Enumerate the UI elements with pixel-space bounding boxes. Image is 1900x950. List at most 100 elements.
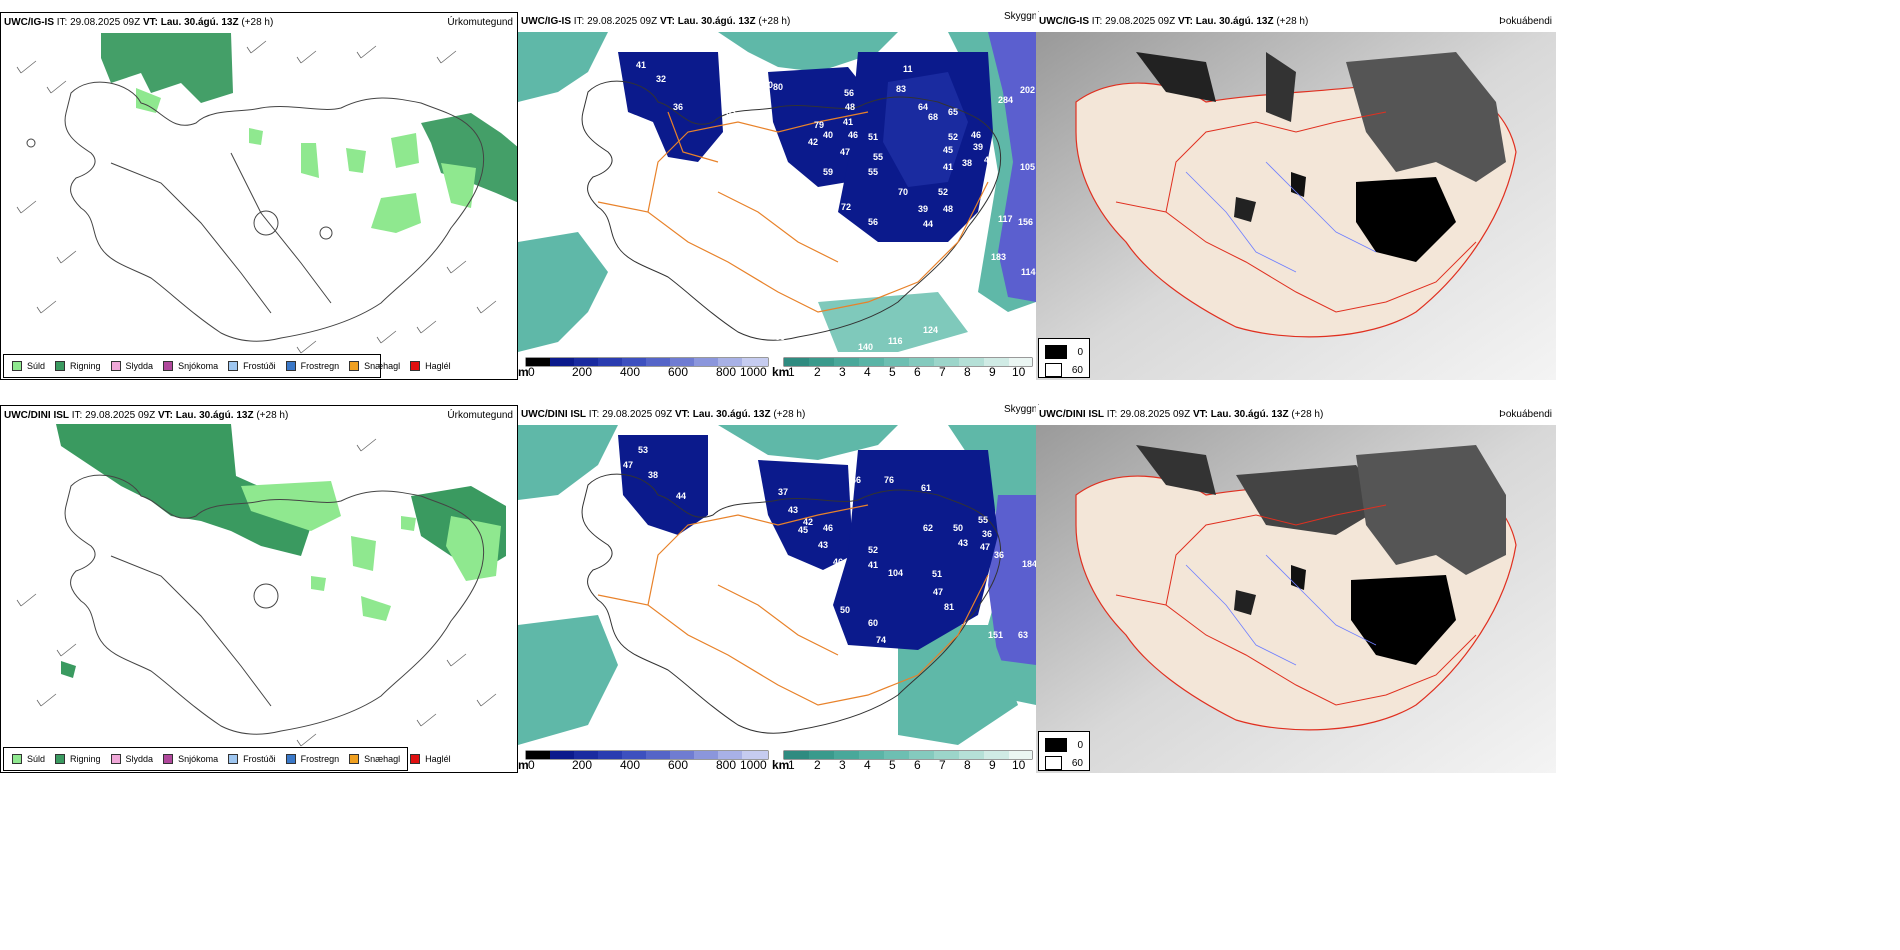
- cloud-value-label: 60: [782, 205, 793, 215]
- panel-header: UWC/DINI ISL IT: 29.08.2025 09Z VT: Lau.…: [1039, 409, 1552, 420]
- cloud-value-label: 184: [1022, 559, 1036, 569]
- cloud-value-label: 51: [868, 132, 879, 142]
- cloud-value-label: 79: [814, 120, 825, 130]
- cloud-value-label: 42: [803, 517, 814, 527]
- panel-header: UWC/IG-IS IT: 29.08.2025 09Z VT: Lau. 30…: [4, 17, 513, 28]
- cloud-title-bottom: Skyggni: [1004, 404, 1040, 415]
- cloud-value-label: 83: [896, 84, 907, 94]
- cloud-value-label: 36: [982, 529, 993, 539]
- cloud-value-label: 259: [928, 342, 944, 352]
- cloud-value-label: 39: [973, 142, 984, 152]
- cloud-value-label: 51: [932, 569, 943, 579]
- cloud-value-label: 52: [948, 132, 959, 142]
- cloud-value-label: 61: [863, 238, 874, 248]
- drizzle-area: [241, 481, 501, 621]
- legend-swatch: [12, 361, 22, 371]
- panel-header: UWC/DINI ISL IT: 29.08.2025 09Z VT: Lau.…: [4, 410, 513, 421]
- cloud-value-label: 50: [986, 172, 997, 182]
- legend-swatch: [228, 361, 239, 371]
- cloud-value-label: 50: [840, 605, 851, 615]
- legend-item: Frostúði: [228, 754, 276, 764]
- legend-item: Slydda: [110, 361, 153, 371]
- cloud-value-label: 46: [833, 557, 844, 567]
- legend-swatch: [55, 361, 66, 371]
- cloud-value-label: 40: [876, 663, 887, 673]
- cloud-value-label: 65: [948, 107, 959, 117]
- cloud-value-label: 81: [944, 602, 955, 612]
- cloud-value-label: 55: [978, 515, 989, 525]
- fog-key: 0 60: [1038, 338, 1090, 378]
- colorbar-gradient: [525, 750, 1033, 760]
- cloud-value-labels: 53 47 38 44 59 37 43 42 45 46 43 66 76 61 62 50 55 36 47 43…: [518, 405, 1036, 773]
- wind-barbs: [16, 438, 497, 747]
- cloud-value-label: 156: [1018, 217, 1034, 227]
- cloud-value-label: 38: [962, 158, 973, 168]
- cloud-value-label: 263: [960, 284, 976, 294]
- legend-item: Snjókoma: [163, 361, 218, 371]
- legend-swatch: [349, 754, 360, 764]
- cloud-value-label: 43: [958, 538, 969, 548]
- cloud-value-label: 88: [846, 237, 857, 247]
- cloud-value-label: 55: [868, 167, 879, 177]
- legend-swatch: [110, 361, 121, 371]
- cloud-value-label: 117: [998, 214, 1013, 224]
- cloud-value-label: 85: [723, 94, 734, 104]
- cloud-value-label: 114: [1021, 267, 1036, 277]
- cloud-value-label: 247: [966, 270, 982, 280]
- cloud-value-label: 45: [943, 145, 954, 155]
- legend-item: Snjókoma: [163, 754, 218, 764]
- cloud-value-label: 66: [851, 475, 862, 485]
- panel-title: Þokuábendi: [1499, 409, 1552, 420]
- panel-title: Úrkomutegund: [447, 17, 513, 28]
- cloud-value-label: 61: [921, 483, 932, 493]
- cloud-value-label: 74: [876, 635, 887, 645]
- cloud-value-label: 44: [923, 219, 934, 229]
- road-network: [597, 111, 989, 313]
- cloud-value-label: 45: [798, 525, 809, 535]
- road-network: [597, 504, 989, 706]
- cloud-value-label: 116: [888, 336, 903, 346]
- cloud-value-label: 67: [784, 585, 795, 595]
- cloud-colorbar-bottom: m 0 200 400 600 800 1000 km 1 2 3 4 5 6 …: [518, 749, 1036, 773]
- cloud-value-label: 46: [971, 130, 982, 140]
- cloud-value-label: 47: [623, 460, 634, 470]
- cloud-value-label: 41: [868, 560, 879, 570]
- cloud-panel-top: UWC/IG-IS IT: 29.08.2025 09Z VT: Lau. 30…: [518, 12, 1036, 380]
- rain-area: [101, 33, 517, 203]
- legend-item: Snæhagl: [349, 754, 400, 764]
- legend-swatch: [110, 754, 121, 764]
- cloud-value-label: 47: [840, 147, 851, 157]
- cloud-value-label: 64: [918, 102, 929, 112]
- cloud-value-labels: 41 32 36 85 83 70 80 56 48 41 11 83 64 65 47 59 55 52 45 41…: [518, 12, 1036, 380]
- cloud-value-label: 37: [778, 487, 789, 497]
- legend-item: Rigning: [55, 361, 101, 371]
- precip-legend: Súld Rigning Slydda Snjókoma Frostúði Fr…: [3, 354, 451, 378]
- legend-item: Frostregn: [285, 754, 339, 764]
- cloud-value-label: 47: [980, 542, 991, 552]
- cloud-panel-bottom: UWC/DINI ISL IT: 29.08.2025 09Z VT: Lau.…: [518, 405, 1036, 773]
- fog-key: 0 60: [1038, 731, 1090, 771]
- legend-swatch: [285, 361, 296, 371]
- panel-title: Úrkomutegund: [447, 410, 513, 421]
- precip-panel-top: UWC/IG-IS IT: 29.08.2025 09Z VT: Lau. 30…: [0, 12, 518, 380]
- panel-header: UWC/IG-IS IT: 29.08.2025 09Z VT: Lau. 30…: [521, 16, 791, 27]
- cloud-value-label: 55: [873, 152, 884, 162]
- cloud-value-label: 62: [923, 523, 934, 533]
- cloud-value-label: 52: [868, 545, 879, 555]
- cloud-value-label: 83: [726, 107, 737, 117]
- cloud-value-label: 38: [578, 204, 589, 214]
- fog-map: [1036, 425, 1556, 773]
- cloud-value-label: 36: [994, 550, 1005, 560]
- cloud-value-label: 40: [984, 155, 995, 165]
- fog-panel-top: UWC/IG-IS IT: 29.08.2025 09Z VT: Lau. 30…: [1036, 12, 1556, 380]
- legend-swatch: [410, 361, 421, 371]
- cloud-value-label: 60: [868, 618, 879, 628]
- legend-swatch: [228, 754, 239, 764]
- cloud-value-label: 56: [844, 88, 855, 98]
- drizzle-area: [136, 88, 476, 233]
- cloud-value-label: 105: [1020, 162, 1036, 172]
- cloud-value-label: 41: [843, 117, 854, 127]
- cloud-value-label: 48: [943, 204, 954, 214]
- cloud-value-label: 40: [823, 130, 834, 140]
- legend-item: Frostúði: [228, 361, 276, 371]
